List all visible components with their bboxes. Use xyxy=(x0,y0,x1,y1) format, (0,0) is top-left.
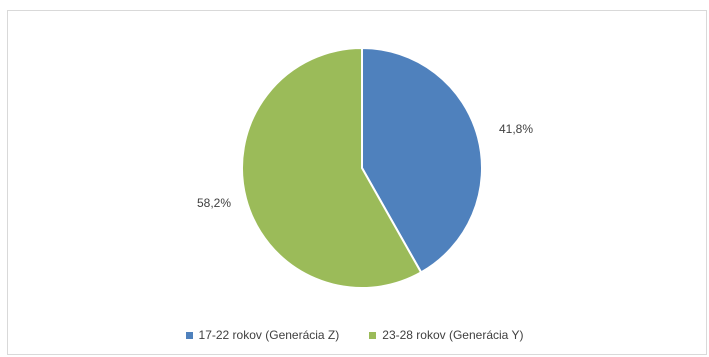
legend: 17-22 rokov (Generácia Z) 23-28 rokov (G… xyxy=(0,328,709,342)
legend-label-gen-z: 17-22 rokov (Generácia Z) xyxy=(198,328,340,342)
pie-slice-gen-y xyxy=(241,46,423,289)
legend-swatch-gen-z xyxy=(185,331,193,339)
data-label-gen-y: 58,2% xyxy=(197,196,231,210)
legend-label-gen-y: 23-28 rokov (Generácia Y) xyxy=(382,328,524,342)
legend-item-gen-z: 17-22 rokov (Generácia Z) xyxy=(185,328,340,342)
legend-item-gen-y: 23-28 rokov (Generácia Y) xyxy=(369,328,523,342)
legend-swatch-gen-y xyxy=(369,331,377,339)
pie-slice-gen-z xyxy=(361,46,483,274)
data-label-gen-z: 41,8% xyxy=(499,122,533,136)
